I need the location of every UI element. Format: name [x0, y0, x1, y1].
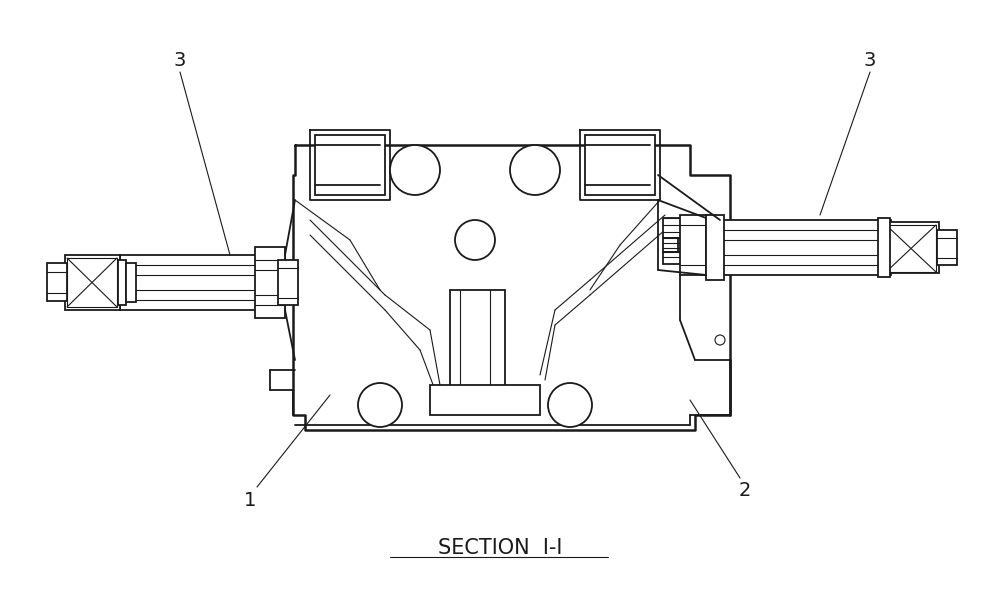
Bar [450, 290, 505, 390]
Bar [663, 238, 678, 252]
Bar [680, 215, 708, 275]
Text: 2: 2 [739, 480, 751, 499]
Circle shape [548, 383, 592, 427]
Bar [47, 263, 67, 301]
Text: SECTION  I-I: SECTION I-I [438, 538, 562, 558]
Bar [585, 135, 655, 195]
Bar [663, 252, 681, 264]
Text: 1: 1 [244, 491, 256, 510]
Circle shape [510, 145, 560, 195]
Bar [937, 230, 957, 265]
Bar [886, 225, 936, 272]
Bar [884, 222, 939, 273]
Polygon shape [580, 130, 660, 200]
Bar [706, 215, 724, 280]
Text: 3: 3 [864, 51, 876, 70]
Bar [126, 263, 136, 302]
Circle shape [715, 335, 725, 345]
Circle shape [455, 220, 495, 260]
Bar [663, 218, 681, 238]
Circle shape [390, 145, 440, 195]
Text: 3: 3 [174, 51, 186, 70]
Bar [67, 258, 117, 307]
Bar [430, 385, 540, 415]
Bar [706, 220, 891, 275]
Bar [878, 218, 890, 277]
Bar [315, 135, 385, 195]
Circle shape [358, 383, 402, 427]
Bar [120, 255, 285, 310]
Bar [118, 260, 126, 305]
Bar [65, 255, 120, 310]
Bar [278, 260, 298, 305]
Bar [255, 247, 285, 318]
Polygon shape [293, 145, 730, 430]
Polygon shape [310, 130, 390, 200]
